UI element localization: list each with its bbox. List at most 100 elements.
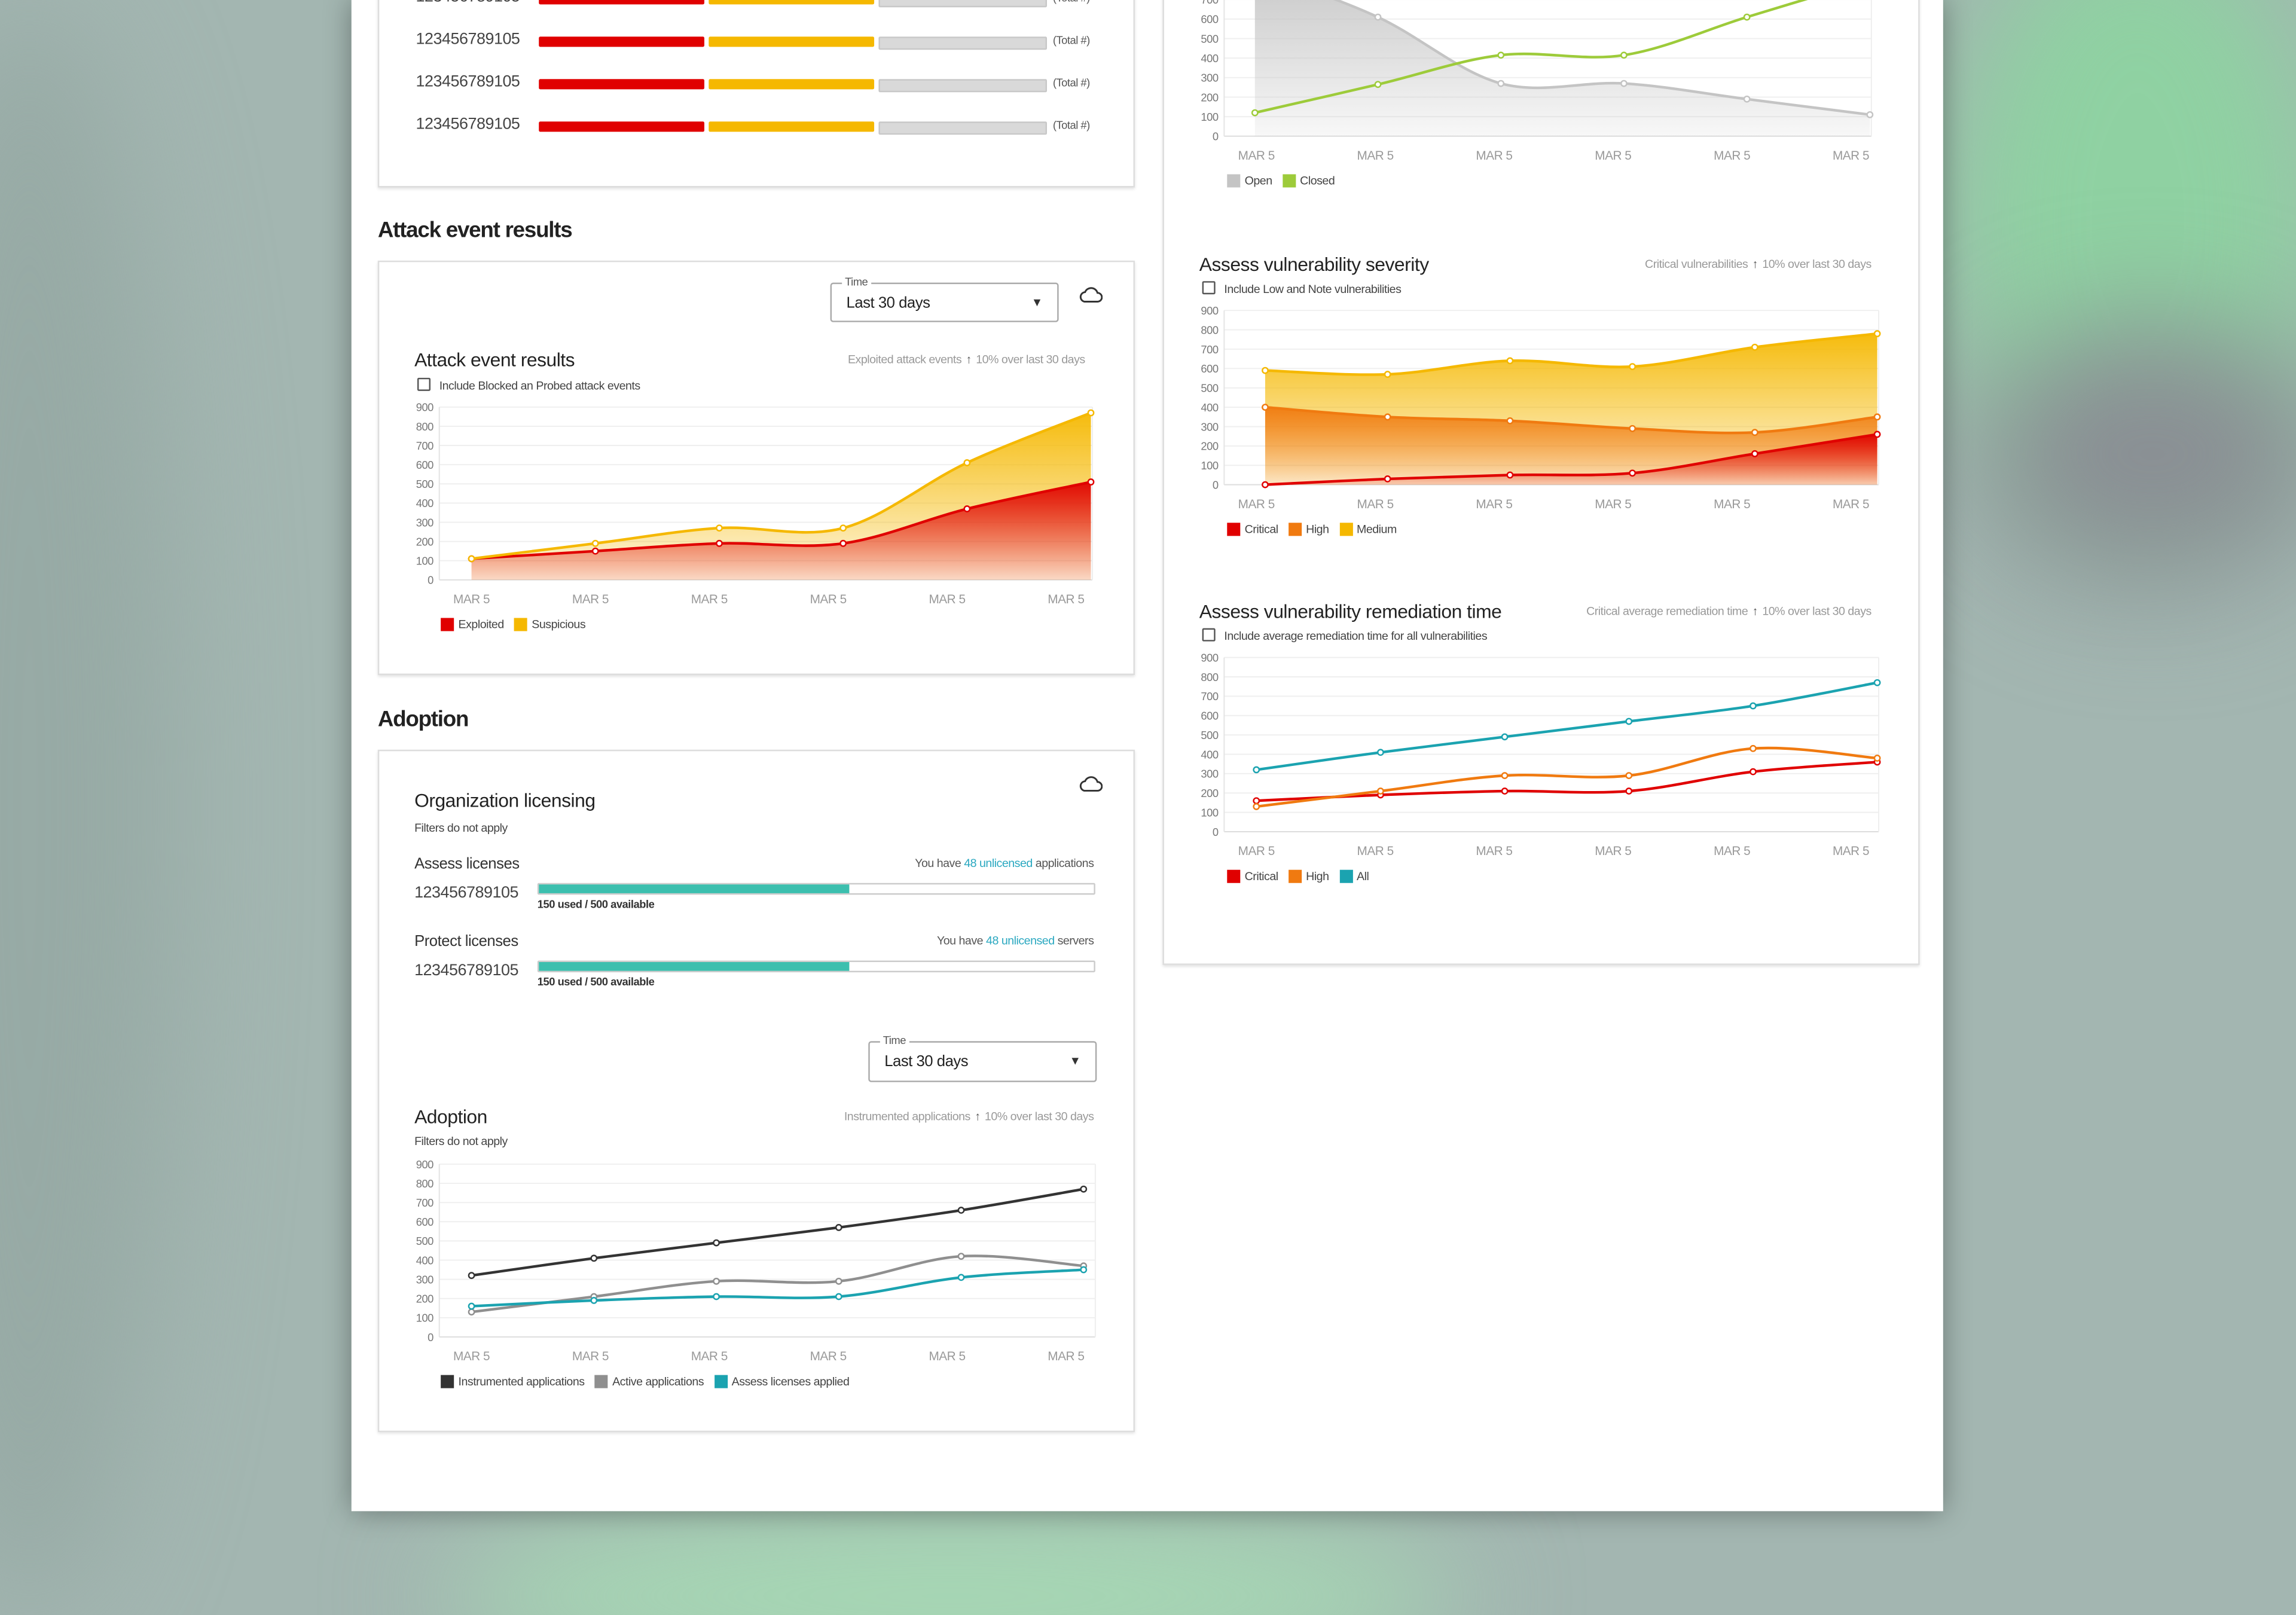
progress-fill (539, 961, 850, 971)
bar-segment (878, 0, 1048, 7)
assess-license-progress (537, 883, 1095, 895)
checkbox-icon[interactable] (1202, 628, 1216, 642)
row-id: 123456789105 (416, 115, 520, 133)
legend-swatch (1227, 174, 1241, 188)
unlicensed-link[interactable]: 48 unlicensed (964, 856, 1033, 870)
stat-change: 10% over last 30 days (984, 1110, 1094, 1124)
note-text: You have (915, 856, 961, 870)
legend-item[interactable]: Instrumented applications (441, 1375, 585, 1388)
cloud-icon[interactable] (1079, 286, 1103, 303)
legend-label: High (1306, 869, 1329, 883)
checkbox-icon[interactable] (1202, 281, 1216, 295)
note-text: applications (1035, 856, 1094, 870)
legend-swatch (1282, 174, 1296, 188)
row-total: (Total #) (1052, 118, 1090, 132)
bar-segment (709, 0, 875, 4)
adoption-chart-title: Adoption (414, 1105, 487, 1128)
legend-swatch (1227, 869, 1241, 883)
legend-label: Instrumented applications (458, 1375, 585, 1388)
row-total: (Total #) (1052, 76, 1090, 90)
stat-change: 10% over last 30 days (976, 353, 1085, 367)
protect-license-id: 123456789105 (414, 961, 518, 980)
time-dropdown[interactable]: Time Last 30 days ▼ (868, 1033, 1097, 1082)
bar-segment (539, 36, 704, 47)
note-text: servers (1057, 934, 1094, 948)
include-blocked-checkbox[interactable]: Include Blocked an Probed attack events (417, 377, 640, 392)
legend-item[interactable]: Assess licenses applied (714, 1375, 850, 1388)
legend-swatch (441, 1375, 454, 1388)
section-heading-adoption: Adoption (377, 707, 469, 732)
legend-item[interactable]: All (1339, 869, 1369, 883)
arrow-up-icon: ↑ (1752, 258, 1758, 271)
legend-label: Assess licenses applied (731, 1375, 850, 1388)
protect-license-progress (537, 960, 1095, 973)
bar-segment (878, 121, 1048, 135)
legend-item[interactable]: High (1288, 523, 1329, 536)
stat-label: Exploited attack events (847, 353, 962, 367)
chevron-down-icon: ▼ (1069, 1054, 1081, 1068)
bar-segment (539, 0, 704, 4)
licensing-title: Organization licensing (414, 789, 596, 811)
legend-item[interactable]: Critical (1227, 523, 1278, 536)
legend-label: Open (1244, 174, 1272, 188)
licensing-subtitle: Filters do not apply (414, 821, 508, 835)
legend-swatch (514, 618, 527, 631)
legend-item[interactable]: Critical (1227, 869, 1278, 883)
severity-title: Assess vulnerability severity (1199, 253, 1429, 276)
chart-stat: Instrumented applications ↑ 10% over last … (844, 1110, 1094, 1123)
progress-fill (539, 884, 850, 893)
legend-label: All (1357, 869, 1369, 883)
bar-segment (709, 36, 875, 47)
include-average-checkbox[interactable]: Include average remediation time for all… (1202, 628, 1488, 643)
stat-change: 10% over last 30 days (1762, 258, 1871, 271)
section-heading-attack: Attack event results (377, 218, 573, 243)
time-dropdown-value: Last 30 days (846, 294, 930, 312)
adoption-card (377, 749, 1135, 1433)
legend-item[interactable]: Exploited (441, 618, 504, 631)
chart-legend: Critical High All (1227, 869, 1379, 883)
checkbox-icon[interactable] (417, 377, 431, 391)
protect-unlicensed-note: You have 48 unlicensed servers (937, 934, 1094, 947)
stat-change: 10% over last 30 days (1762, 605, 1871, 618)
legend-item[interactable]: High (1288, 869, 1329, 883)
protect-usage: 150 used / 500 available (537, 975, 655, 989)
legend-label: Closed (1300, 174, 1335, 188)
bar-segment (539, 121, 704, 132)
legend-swatch (1227, 523, 1241, 536)
arrow-up-icon: ↑ (966, 353, 972, 367)
legend-item[interactable]: Active applications (594, 1375, 704, 1388)
stat-label: Critical average remediation time (1586, 605, 1748, 618)
adoption-subtitle: Filters do not apply (414, 1134, 508, 1149)
chart-legend: Exploited Suspicious (441, 618, 596, 631)
legend-item[interactable]: Suspicious (514, 618, 586, 631)
row-total: (Total #) (1052, 33, 1090, 47)
legend-label: Critical (1244, 523, 1278, 536)
legend-item[interactable]: Closed (1282, 174, 1335, 188)
legend-swatch (1339, 523, 1352, 536)
legend-swatch (1288, 523, 1302, 536)
row-id: 123456789105 (416, 30, 520, 48)
bar-segment (539, 78, 704, 89)
legend-swatch (714, 1375, 728, 1388)
bar-segment (709, 121, 875, 132)
arrow-up-icon: ↑ (975, 1110, 981, 1124)
cloud-icon[interactable] (1079, 775, 1103, 792)
time-dropdown-value: Last 30 days (884, 1052, 969, 1071)
assess-license-id: 123456789105 (414, 884, 518, 902)
row-id: 123456789105 (416, 0, 520, 6)
time-dropdown-label: Time (842, 275, 871, 289)
time-dropdown[interactable]: Time Last 30 days ▼ (830, 275, 1059, 322)
include-low-checkbox[interactable]: Include Low and Note vulnerabilities (1202, 281, 1402, 296)
chart-legend: Instrumented applications Active applicat… (441, 1375, 859, 1388)
stat-label: Instrumented applications (844, 1110, 971, 1124)
checkbox-label: Include average remediation time for all… (1224, 630, 1488, 643)
note-text: You have (936, 934, 984, 948)
unlicensed-link[interactable]: 48 unlicensed (986, 934, 1055, 948)
legend-swatch (441, 618, 454, 631)
legend-label: High (1306, 523, 1329, 536)
legend-swatch (1339, 869, 1352, 883)
legend-item[interactable]: Medium (1339, 523, 1397, 536)
legend-item[interactable]: Open (1227, 174, 1272, 188)
chart-title: Attack event results (414, 348, 575, 371)
